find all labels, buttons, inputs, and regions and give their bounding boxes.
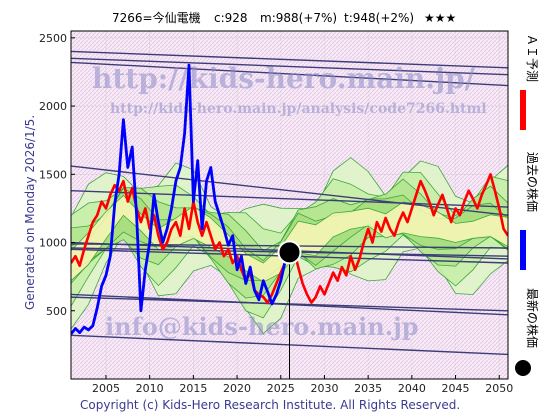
header-target: t:948(+2%) [344,11,414,25]
trend-line [71,50,508,69]
header-code-name: 7266=今仙電機 [112,10,201,25]
y-tick-label: 2000 [39,100,67,113]
axis-ticks: 2005 2010 2015 2020 2025 2030 2035 2040 2045 2050… [39,32,513,395]
legend-latest-price-marker [515,360,531,376]
watermark-url-analysis: http://kids-hero.main.jp/analysis/code72… [110,101,487,117]
forecast-band [71,157,508,335]
trend-line [71,165,508,216]
trend-line [71,61,508,87]
x-tick-label: 2020 [223,382,251,395]
x-tick-label: 2035 [354,382,382,395]
legend-ai-forecast-label: ＡＩ予測 [525,34,539,82]
legend: ＡＩ予測 過去の株価 最新の株価 [515,34,540,376]
x-tick-label: 2040 [398,382,426,395]
header-median: m:988(+7%) [260,11,337,25]
x-tick-label: 2050 [485,382,513,395]
y-tick-label: 2500 [39,32,67,45]
latest-price-marker [277,240,302,265]
header-current: c:928 [214,11,248,25]
header-stars: ★★★ [424,11,456,25]
y-tick-label: 500 [46,305,67,318]
x-tick-label: 2025 [267,382,295,395]
trend-line [71,57,508,76]
legend-ai-forecast-swatch [520,90,526,130]
legend-past-price-swatch [520,230,526,270]
x-tick-label: 2015 [179,382,207,395]
generated-date-text: Generated on Monday 2026/1/5. [23,115,37,310]
watermark-url-main: http://kids-hero.main.jp/ [92,62,476,95]
y-tick-label: 1500 [39,168,67,181]
legend-past-price-label: 過去の株価 [525,152,540,212]
y-tick-label: 1000 [39,237,67,250]
x-tick-label: 2005 [92,382,120,395]
trend-line [71,189,508,208]
x-tick-label: 2045 [442,382,470,395]
x-tick-label: 2010 [136,382,164,395]
x-tick-label: 2030 [310,382,338,395]
forecast-band-core [71,194,508,283]
watermark-email: info@kids-hero.main.jp [105,312,419,341]
plot-frame [70,30,509,380]
past-price-line [71,63,291,335]
copyright-footer: Copyright (c) Kids-Hero Research Institu… [80,398,460,412]
legend-latest-price-label: 最新の株価 [525,288,540,348]
